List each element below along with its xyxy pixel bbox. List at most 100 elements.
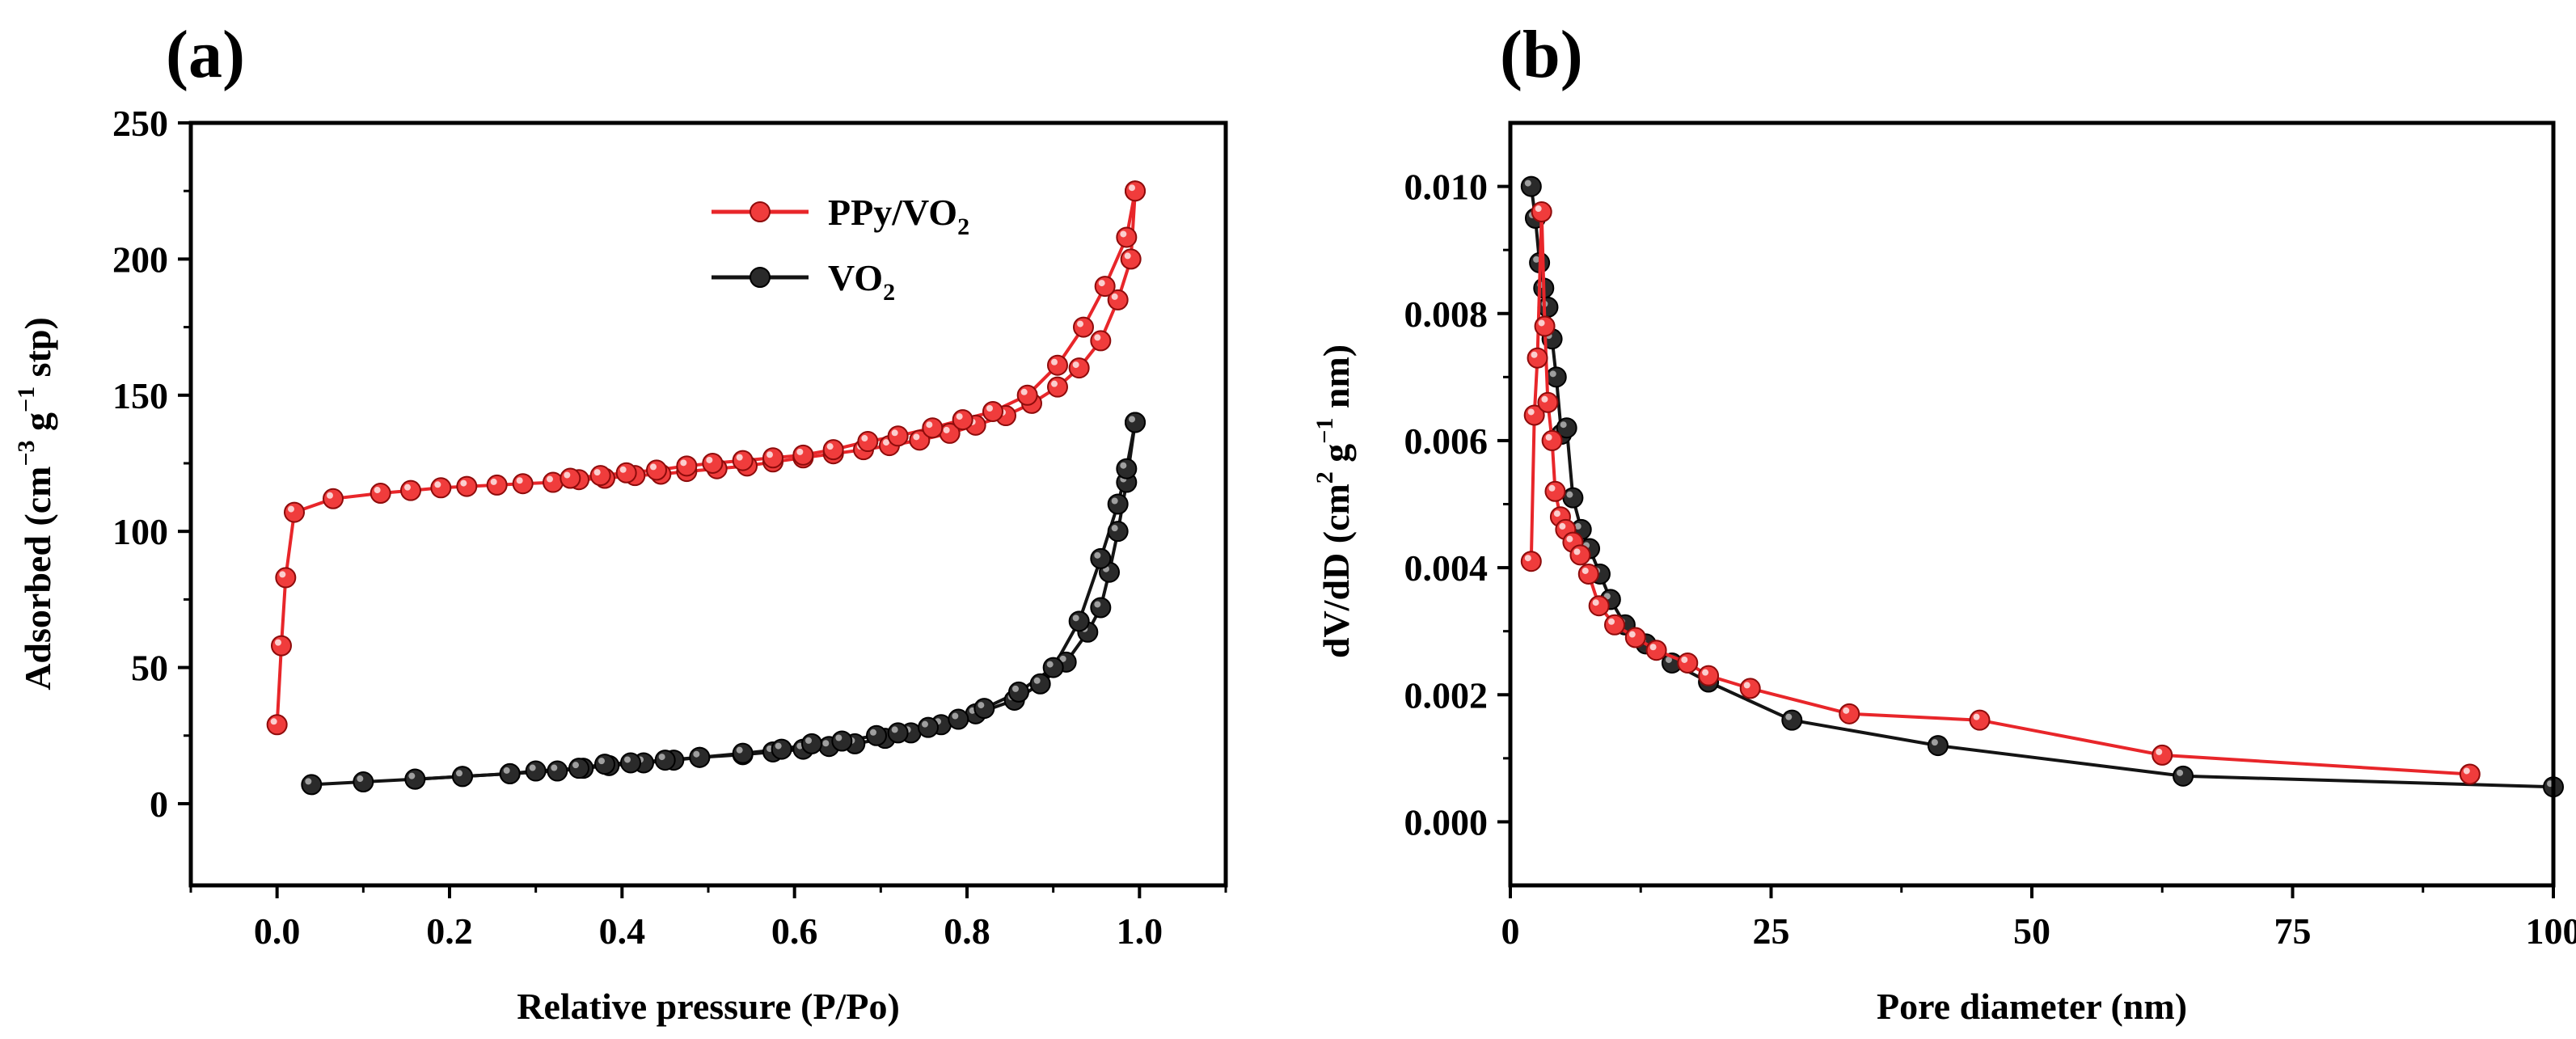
legend-label-vo2: VO2 — [828, 257, 895, 306]
panel-a-ppy-vo2-point — [400, 479, 421, 501]
panel-a-ppy-vo2-point-highlight — [1020, 388, 1028, 395]
panel-a-vo2-point-highlight — [1012, 685, 1019, 692]
panel-a-vo2-point-highlight — [598, 758, 605, 765]
panel-a-vo2-point-highlight — [1120, 462, 1127, 469]
panel-a-vo2-point — [866, 724, 887, 746]
panel-b-ppy-vo2-point — [1588, 595, 1610, 617]
panel-a-vo2-point — [1107, 493, 1129, 515]
panel-b-ppy-vo2-point — [2459, 763, 2481, 785]
panel-a-ppy-vo2-point-highlight — [650, 463, 657, 471]
panel-a-y-tick-label: 150 — [112, 375, 168, 416]
panel-b-ppy-vo2-curve-line — [1529, 210, 2470, 776]
panel-b-ppy-vo2-point-highlight — [1628, 631, 1636, 638]
panel-a-x-tick-label: 0.6 — [771, 910, 818, 952]
panel-a-vo2-point-highlight — [1129, 416, 1135, 423]
panel-a-vo2-point — [452, 766, 473, 788]
panel-b-x-tick-label: 75 — [2274, 910, 2312, 952]
panel-b-ppy-vo2-point-highlight — [1535, 205, 1542, 213]
legend-entry-ppy-vo2: PPy/VO2 — [712, 192, 969, 240]
panel-a-ppy-vo2-point-highlight — [826, 443, 834, 450]
panel-a-ppy-vo2-point — [1094, 276, 1116, 298]
panel-a-vo2-point-highlight — [978, 702, 985, 709]
panel-b-ppy-vo2-point-highlight — [1702, 669, 1709, 676]
panel-b-ppy-vo2-point — [1537, 391, 1559, 413]
panel-a-ppy-vo2-point — [792, 444, 814, 466]
panel-a-ppy-vo2-point — [275, 567, 297, 589]
panel-a-ppy-vo2-point-highlight — [547, 475, 553, 483]
panel-a-y-ticks: 0 50 100 150 200 250 — [112, 103, 191, 825]
panel-b-vo2-point — [1520, 175, 1542, 197]
panel-a-x-tick-label: 0.2 — [426, 910, 473, 952]
panel-b-vo2-point-highlight — [1560, 421, 1567, 429]
panel-b-vo2-point-highlight — [1524, 180, 1531, 187]
panel-b-y-tick-label: 0.002 — [1404, 674, 1489, 716]
panel-a-ppy-vo2-point-highlight — [891, 429, 898, 437]
panel-a-ppy-vo2-point-highlight — [1072, 361, 1079, 369]
panel-a-ppy-vo2-point-highlight — [706, 456, 713, 463]
panel-b-ppy-vo2-point-highlight — [1649, 644, 1657, 651]
panel-a-ppy-vo2-point-highlight — [986, 404, 993, 412]
panel-b-ppy-vo2-point — [1577, 563, 1599, 585]
panel-a-vo2-point-highlight — [1111, 525, 1118, 532]
panel-b-vo2-point-highlight — [1665, 656, 1672, 663]
panel-a-y-tick-label: 50 — [131, 648, 168, 689]
panel-a-ppy-vo2-point — [952, 409, 973, 431]
panel-a-ppy-vo2-point-highlight — [943, 426, 950, 433]
panel-a-vo2-point — [568, 758, 589, 779]
panel-a-vo2-point-highlight — [658, 754, 665, 761]
panel-a-ppy-vo2-point — [456, 475, 478, 497]
panel-b-ppy-vo2-point-highlight — [1592, 599, 1599, 606]
panel-a-vo2-point-highlight — [1059, 655, 1066, 662]
panel-b-ppy-vo2-point-highlight — [1524, 555, 1531, 562]
panel-a-vo2-point — [1125, 412, 1146, 433]
panel-a-ppy-vo2-desorption-line — [570, 190, 1137, 480]
panel-a-vo2-point — [594, 754, 615, 775]
panel-b-ppy-vo2-point — [1969, 709, 1991, 731]
panel-b-vo2-point-highlight — [1533, 256, 1540, 263]
panel-b-vo2-point — [1781, 709, 1803, 731]
panel-a-vo2-point-highlight — [775, 742, 782, 750]
panel-a-vo2-point — [525, 760, 547, 782]
panel-a-ppy-vo2-point — [543, 471, 564, 493]
panel-a-vo2-point — [973, 698, 995, 720]
legend-marker-vo2 — [750, 267, 771, 288]
panel-a-ppy-vo2-point — [732, 450, 754, 471]
panel-a-ppy-vo2-point-highlight — [680, 459, 687, 467]
panel-b-ppy-vo2-point-highlight — [1527, 408, 1535, 416]
panel-b-vo2-point-highlight — [1931, 739, 1938, 746]
panel-b-vo2-point — [1562, 487, 1584, 509]
panel-a-ppy-vo2-point — [887, 425, 909, 447]
panel-a-ppy-vo2-point — [430, 477, 452, 499]
panel-a-x-tick-label: 0.0 — [254, 910, 301, 952]
panel-b-ppy-vo2-point-highlight — [1581, 567, 1589, 574]
panel-a-ppy-vo2-point — [284, 501, 305, 523]
panel-a-series-vo2 — [301, 412, 1146, 796]
panel-a-vo2-point — [918, 716, 939, 738]
panel-a-ppy-vo2-point-highlight — [1120, 230, 1127, 238]
panel-a-ppy-vo2-point-highlight — [327, 492, 333, 499]
panel-a-vo2-point — [1116, 458, 1138, 479]
panel-b-ppy-vo2-point-highlight — [1548, 484, 1556, 492]
panel-a-ppy-vo2-point — [922, 417, 944, 439]
panel-a-ppy-vo2-point — [1125, 180, 1146, 202]
panel-a-ppy-vo2-point-highlight — [374, 487, 381, 494]
panel-b-y-tick-label: 0.008 — [1404, 294, 1489, 335]
panel-b-ppy-vo2-point-highlight — [1531, 351, 1538, 358]
panel-a-vo2-point — [654, 750, 676, 771]
panel-a-vo2-point — [831, 730, 853, 752]
panel-a-vo2-point — [948, 708, 969, 730]
panel-a-ppy-vo2-point — [1090, 330, 1112, 352]
panel-a-vo2-point-highlight — [1046, 661, 1054, 668]
panel-b-vo2-point — [1927, 735, 1949, 757]
panel-a-ppy-vo2-point-highlight — [460, 479, 467, 487]
panel-a-vo2-point-highlight — [503, 767, 510, 774]
panel-a-ppy-vo2-point — [646, 459, 667, 481]
panel-b-ppy-vo2-point — [1839, 703, 1860, 724]
panel-a-ppy-vo2-point — [1116, 226, 1138, 248]
panel-a-vo2-point-highlight — [736, 746, 743, 754]
panel-a-vo2-point — [689, 746, 711, 768]
panel-a-ppy-vo2-point — [271, 635, 292, 657]
panel-a-vo2-point-highlight — [551, 764, 558, 771]
panel-b-ppy-vo2-point-highlight — [1566, 535, 1573, 543]
